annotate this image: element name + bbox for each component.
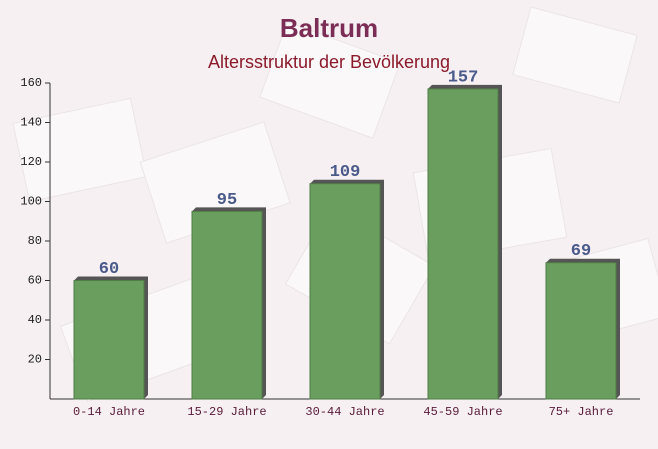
bar <box>427 88 499 400</box>
value-label: 60 <box>99 260 119 279</box>
bar <box>73 280 145 400</box>
y-tick-label: 100 <box>20 195 42 209</box>
value-label: 157 <box>448 68 479 87</box>
y-tick-label: 60 <box>28 274 42 288</box>
y-tick-label: 140 <box>20 116 42 130</box>
x-tick-label: 75+ Jahre <box>549 405 614 419</box>
y-tick-label: 120 <box>20 155 42 169</box>
y-tick-label: 80 <box>28 234 42 248</box>
bar <box>191 210 263 400</box>
value-label: 95 <box>217 191 237 210</box>
x-tick-label: 30-44 Jahre <box>305 405 384 419</box>
y-tick-label: 20 <box>28 353 42 367</box>
y-tick-label: 40 <box>28 313 42 327</box>
x-tick-label: 15-29 Jahre <box>187 405 266 419</box>
value-label: 109 <box>330 163 361 182</box>
bar <box>545 262 617 400</box>
x-tick-label: 0-14 Jahre <box>73 405 145 419</box>
chart-subtitle: Altersstruktur der Bevölkerung <box>208 52 450 72</box>
x-tick-label: 45-59 Jahre <box>423 405 502 419</box>
y-tick-label: 160 <box>20 76 42 90</box>
chart-title: Baltrum <box>280 13 378 43</box>
bar <box>309 183 381 400</box>
value-label: 69 <box>571 242 591 261</box>
